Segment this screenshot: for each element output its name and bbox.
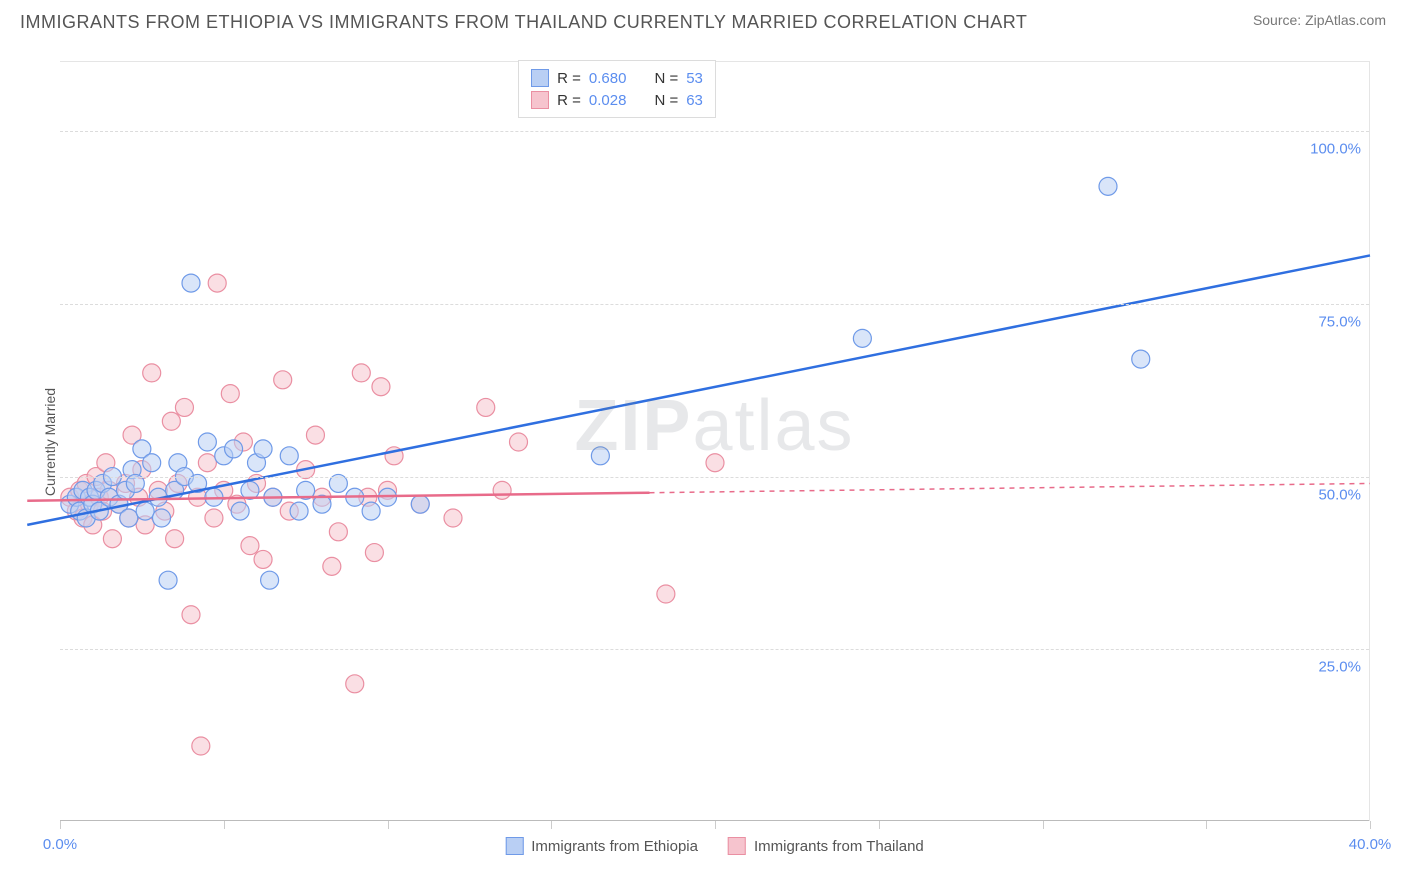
series-legend-item: Immigrants from Thailand — [728, 837, 924, 855]
gridline-h — [60, 477, 1369, 478]
legend-n-label: N = — [654, 92, 678, 109]
legend-row: R = 0.028 N = 63 — [531, 89, 703, 111]
x-tick — [879, 821, 880, 829]
x-tick — [60, 821, 61, 829]
x-tick-label: 40.0% — [1349, 836, 1392, 853]
gridline-h — [60, 649, 1369, 650]
scatter-point — [411, 495, 429, 513]
plot-area: Currently Married ZIPatlas R =0.680N =53… — [60, 61, 1370, 821]
scatter-point — [372, 378, 390, 396]
plot-svg — [60, 62, 1369, 821]
scatter-point — [192, 737, 210, 755]
scatter-point — [346, 675, 364, 693]
x-tick — [224, 821, 225, 829]
regression-line-dashed — [650, 483, 1371, 492]
scatter-point — [166, 530, 184, 548]
y-tick-label: 100.0% — [1310, 141, 1361, 158]
scatter-point — [261, 571, 279, 589]
scatter-point — [706, 454, 724, 472]
gridline-h — [60, 304, 1369, 305]
scatter-point — [143, 454, 161, 472]
legend-r-value: 0.028 — [589, 92, 627, 109]
scatter-point — [198, 433, 216, 451]
scatter-point — [477, 398, 495, 416]
gridline-h — [60, 131, 1369, 132]
scatter-point — [175, 398, 193, 416]
x-tick — [1043, 821, 1044, 829]
scatter-point — [231, 502, 249, 520]
scatter-point — [103, 530, 121, 548]
scatter-point — [280, 447, 298, 465]
legend-swatch — [728, 837, 746, 855]
scatter-point — [208, 274, 226, 292]
scatter-point — [306, 426, 324, 444]
legend-row: R = 0.680 N = 53 — [531, 67, 703, 89]
scatter-point — [365, 544, 383, 562]
scatter-point — [136, 502, 154, 520]
y-tick-label: 50.0% — [1318, 486, 1361, 503]
legend-swatch — [531, 91, 549, 109]
series-name: Immigrants from Thailand — [754, 838, 924, 855]
y-tick-label: 75.0% — [1318, 313, 1361, 330]
scatter-point — [254, 550, 272, 568]
scatter-point — [290, 502, 308, 520]
series-legend: Immigrants from Ethiopia Immigrants from … — [505, 837, 924, 855]
chart-container: Currently Married ZIPatlas R =0.680N =53… — [20, 41, 1386, 861]
scatter-point — [120, 509, 138, 527]
scatter-point — [493, 481, 511, 499]
scatter-point — [182, 274, 200, 292]
scatter-point — [591, 447, 609, 465]
x-tick — [551, 821, 552, 829]
scatter-point — [198, 454, 216, 472]
scatter-point — [274, 371, 292, 389]
x-tick — [388, 821, 389, 829]
scatter-point — [853, 329, 871, 347]
scatter-point — [221, 385, 239, 403]
scatter-point — [329, 523, 347, 541]
scatter-point — [159, 571, 177, 589]
legend-n-value: 53 — [686, 70, 703, 87]
scatter-point — [241, 537, 259, 555]
scatter-point — [225, 440, 243, 458]
legend-r-label: R = — [557, 70, 581, 87]
series-legend-item: Immigrants from Ethiopia — [505, 837, 698, 855]
scatter-point — [182, 606, 200, 624]
x-tick — [715, 821, 716, 829]
scatter-point — [143, 364, 161, 382]
scatter-point — [444, 509, 462, 527]
legend-n-value: 63 — [686, 92, 703, 109]
scatter-point — [205, 509, 223, 527]
legend-swatch — [531, 69, 549, 87]
scatter-point — [1099, 177, 1117, 195]
scatter-point — [352, 364, 370, 382]
legend-r-label: R = — [557, 92, 581, 109]
x-tick-label: 0.0% — [43, 836, 77, 853]
correlation-legend: R = 0.680 N = 53 R = 0.028 N = 63 — [518, 60, 716, 118]
series-name: Immigrants from Ethiopia — [531, 838, 698, 855]
scatter-point — [1132, 350, 1150, 368]
y-axis-label: Currently Married — [42, 387, 58, 495]
legend-n-label: N = — [654, 70, 678, 87]
scatter-point — [362, 502, 380, 520]
legend-swatch — [505, 837, 523, 855]
scatter-point — [254, 440, 272, 458]
x-tick — [1370, 821, 1371, 829]
scatter-point — [657, 585, 675, 603]
scatter-point — [162, 412, 180, 430]
source-label: Source: ZipAtlas.com — [1253, 12, 1386, 28]
scatter-point — [153, 509, 171, 527]
x-tick — [1206, 821, 1207, 829]
chart-title: IMMIGRANTS FROM ETHIOPIA VS IMMIGRANTS F… — [20, 12, 1027, 33]
scatter-point — [510, 433, 528, 451]
legend-r-value: 0.680 — [589, 70, 627, 87]
y-tick-label: 25.0% — [1318, 659, 1361, 676]
scatter-point — [323, 557, 341, 575]
